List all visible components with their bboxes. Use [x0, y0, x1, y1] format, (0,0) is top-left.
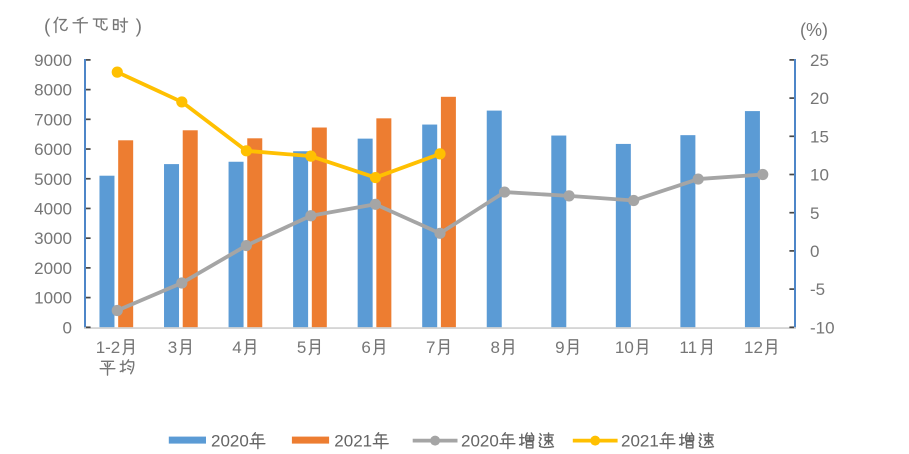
svg-text:4: 4 [232, 338, 241, 357]
svg-text:2020: 2020 [461, 432, 499, 451]
svg-text:9: 9 [555, 338, 564, 357]
svg-text:15: 15 [810, 127, 829, 146]
svg-text:1000: 1000 [34, 289, 72, 308]
svg-text:7: 7 [426, 338, 435, 357]
svg-text:9000: 9000 [34, 51, 72, 70]
svg-text:2021: 2021 [621, 432, 659, 451]
svg-text:8: 8 [491, 338, 500, 357]
svg-text:3000: 3000 [34, 229, 72, 248]
svg-text:20: 20 [810, 89, 829, 108]
svg-text:11: 11 [679, 338, 697, 357]
svg-text:10: 10 [810, 166, 829, 185]
svg-text:(%): (%) [800, 20, 828, 40]
svg-text:5: 5 [297, 338, 306, 357]
svg-text:12: 12 [744, 338, 763, 357]
svg-text:4000: 4000 [34, 200, 72, 219]
svg-text:7000: 7000 [34, 110, 72, 129]
svg-text:1-2: 1-2 [96, 338, 121, 357]
svg-text:0: 0 [810, 242, 819, 261]
svg-text:8000: 8000 [34, 81, 72, 100]
svg-text:3: 3 [168, 338, 177, 357]
svg-text:10: 10 [615, 338, 634, 357]
svg-text:6: 6 [361, 338, 370, 357]
svg-text:-10: -10 [810, 318, 835, 337]
svg-text:0: 0 [63, 318, 72, 337]
svg-text:(: ( [44, 16, 51, 37]
svg-text:2000: 2000 [34, 259, 72, 278]
svg-text:5000: 5000 [34, 170, 72, 189]
svg-text:2020: 2020 [211, 432, 249, 451]
svg-text:25: 25 [810, 51, 829, 70]
svg-text:6000: 6000 [34, 140, 72, 159]
svg-text:): ) [136, 16, 142, 37]
svg-text:-5: -5 [810, 280, 825, 299]
svg-text:2021: 2021 [334, 432, 372, 451]
svg-text:5: 5 [810, 204, 819, 223]
